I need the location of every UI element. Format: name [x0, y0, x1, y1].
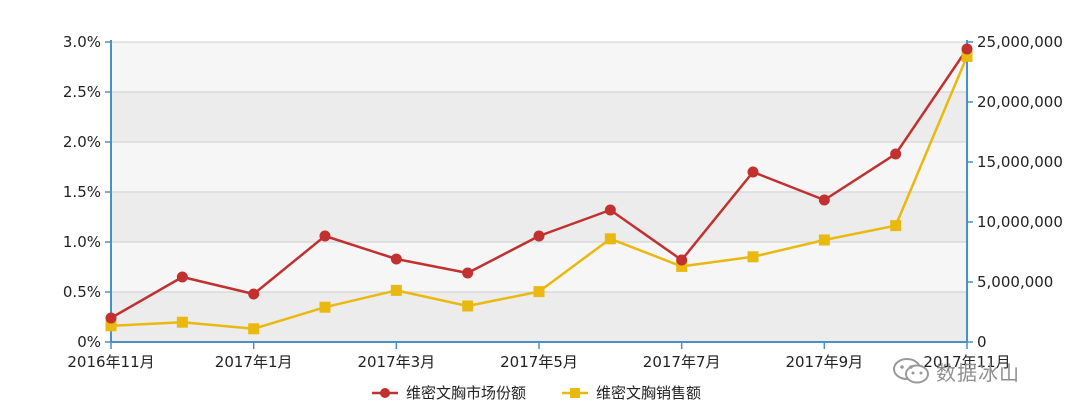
- y-right-tick-label: 0: [977, 333, 987, 351]
- data-point: [533, 230, 545, 242]
- y-left-tick-label: 0.5%: [63, 283, 101, 301]
- data-point: [390, 253, 402, 265]
- y-left-tick-label: 3.0%: [63, 33, 101, 51]
- data-point: [105, 312, 117, 324]
- data-point: [890, 220, 902, 232]
- x-tick-label: 2017年7月: [643, 353, 721, 371]
- plot-band: [111, 292, 967, 342]
- x-tick-label: 2017年5月: [500, 353, 578, 371]
- plot-band: [111, 92, 967, 142]
- data-point: [462, 267, 474, 279]
- x-tick-label: 2017年11月: [923, 353, 1010, 371]
- data-point: [533, 286, 545, 298]
- data-point: [604, 204, 616, 216]
- plot-band: [111, 42, 967, 92]
- plot-band: [111, 142, 967, 192]
- data-point: [676, 260, 688, 272]
- plot-band: [111, 242, 967, 292]
- legend-label: 维密文胸销售额: [596, 384, 701, 402]
- legend-marker: [570, 388, 580, 398]
- data-point: [676, 254, 688, 266]
- data-point: [390, 284, 402, 296]
- data-point: [961, 43, 973, 55]
- y-left-tick-label: 1.5%: [63, 183, 101, 201]
- x-tick-label: 2017年9月: [785, 353, 863, 371]
- x-tick-label: 2017年1月: [215, 353, 293, 371]
- axes: [105, 40, 973, 349]
- data-point: [818, 234, 830, 246]
- legend-marker: [380, 388, 390, 398]
- y-left-tick-label: 1.0%: [63, 233, 101, 251]
- data-point: [248, 288, 260, 300]
- data-point: [747, 166, 759, 178]
- series-markers: [105, 43, 973, 335]
- data-point: [176, 271, 188, 283]
- data-point: [890, 148, 902, 160]
- y-right-tick-label: 5,000,000: [977, 273, 1053, 291]
- wechat-icon: [893, 358, 929, 384]
- watermark-text: 数据冰山: [936, 360, 1020, 385]
- y-left-tick-label: 2.0%: [63, 133, 101, 151]
- data-point: [961, 50, 973, 62]
- y-right-tick-label: 20,000,000: [977, 93, 1063, 111]
- data-point: [604, 233, 616, 245]
- x-tick-label: 2017年3月: [357, 353, 435, 371]
- data-point: [105, 320, 117, 332]
- y-left-tick-label: 2.5%: [63, 83, 101, 101]
- y-left-tick-label: 0%: [77, 333, 101, 351]
- tick-labels: 0% 0.5% 1.0% 1.5% 2.0% 2.5% 3.0% 0 5,000,000 10,0…: [63, 33, 1063, 371]
- x-tick-label: 2016年11月: [67, 353, 154, 371]
- y-right-tick-label: 10,000,000: [977, 213, 1063, 231]
- data-point: [319, 301, 331, 313]
- data-point: [248, 323, 260, 335]
- watermark: 数据冰山: [892, 356, 1020, 386]
- data-point: [747, 251, 759, 263]
- data-point: [462, 300, 474, 312]
- legend: 维密文胸市场份额 维密文胸销售额: [372, 384, 701, 402]
- y-right-tick-label: 15,000,000: [977, 153, 1063, 171]
- data-point: [818, 194, 830, 206]
- legend-label: 维密文胸市场份额: [406, 384, 526, 402]
- data-point: [176, 316, 188, 328]
- data-point: [319, 230, 331, 242]
- y-right-tick-label: 25,000,000: [977, 33, 1063, 51]
